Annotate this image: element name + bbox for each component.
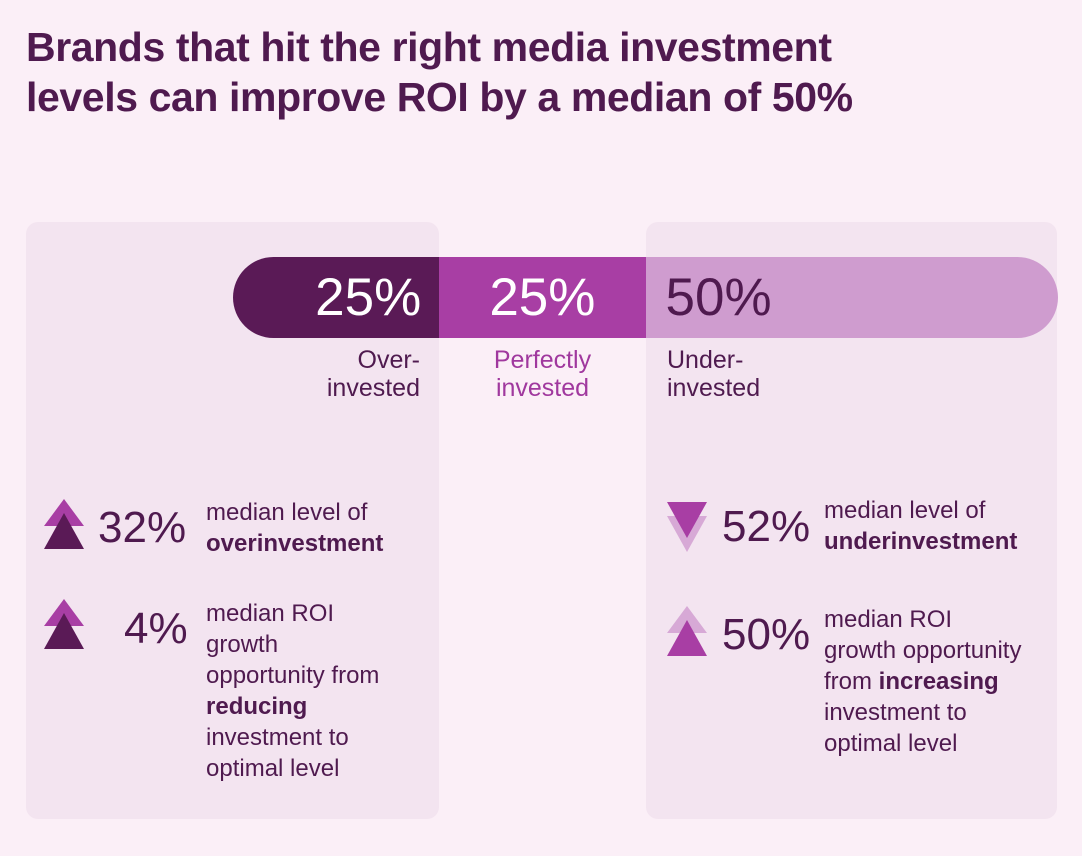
bar-segment-3: 50% [646,257,1059,338]
segment-value-label: 25% [489,271,595,324]
segment-category-label: Perfectly invested [440,346,645,402]
bar-segment-1: 25% [233,257,439,338]
double-up-arrow-icon [44,599,84,649]
double-down-arrow-icon [667,502,707,552]
stat-value: 52% [722,505,810,549]
title-line-2: levels can improve ROI by a median of 50… [26,72,1046,122]
stat-description: median level of underinvestment [824,495,1049,557]
double-up-arrow-light-icon [667,606,707,656]
stat-value: 50% [722,613,810,657]
segment-category-label: Under-invested [667,346,867,402]
title-line-1: Brands that hit the right media investme… [26,22,1046,72]
category-label-line: Perfectly [440,346,645,374]
investment-share-bar: 25% 25% 50% [233,257,1058,338]
stat-description: median ROI growth opportunity from reduc… [206,598,396,784]
category-label-line: invested [240,374,420,402]
stat-value: 32% [98,506,186,550]
stat-description: median ROI growth opportunity from incre… [824,604,1024,759]
category-label-line: invested [667,374,867,402]
category-label-line: invested [440,374,645,402]
category-label-line: Over- [240,346,420,374]
segment-category-label: Over-invested [240,346,420,402]
stat-value: 4% [124,607,188,651]
double-up-arrow-icon [44,499,84,549]
segment-value-label: 50% [666,271,772,324]
segment-value-label: 25% [315,271,421,324]
stat-description: median level of overinvestment [206,497,421,559]
page-title: Brands that hit the right media investme… [26,22,1046,122]
bar-segment-2: 25% [439,257,645,338]
category-label-line: Under- [667,346,867,374]
